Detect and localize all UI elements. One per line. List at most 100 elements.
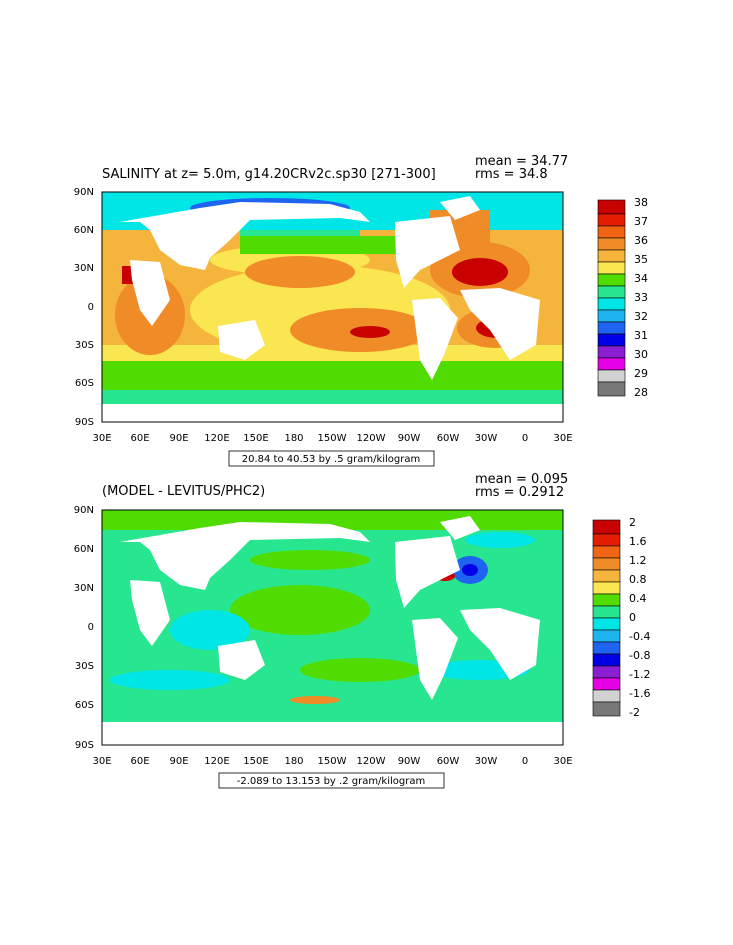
range-text: -2.089 to 13.153 by .2 gram/kilogram (237, 776, 425, 787)
lon-label: 150W (318, 433, 347, 444)
africa-land (130, 580, 170, 646)
eurasia-land (120, 202, 370, 270)
colorbar-swatch (597, 345, 626, 359)
lat-label: 60N (74, 544, 94, 555)
indian-cyan-patch (170, 610, 250, 650)
colorbar-swatch (592, 569, 621, 583)
colorbar-label: 36 (634, 234, 648, 247)
map-frame (101, 191, 564, 423)
colorbar-swatch (592, 665, 621, 679)
lon-label: 30E (92, 433, 111, 444)
colorbar-label: 1.2 (629, 554, 647, 567)
colorbar-swatch (597, 213, 626, 227)
africa-land (130, 260, 170, 326)
lat-label: 90N (74, 187, 94, 198)
africa-east-land (460, 288, 540, 360)
colorbar-swatch (597, 297, 626, 311)
map-frame (101, 509, 564, 746)
lat-label: 0 (88, 622, 94, 633)
panel-title: SALINITY at z= 5.0m, g14.20CRv2c.sp30 [2… (102, 167, 436, 182)
north-atlantic-dark-blue (462, 564, 478, 576)
colorbar-label: -0.4 (629, 630, 650, 643)
pacific-green-patch (230, 585, 370, 635)
colorbar-swatch (592, 641, 621, 655)
colorbar-label: 35 (634, 253, 648, 266)
colorbar-swatch (592, 557, 621, 571)
difference-field (102, 510, 563, 745)
colorbar-swatch (597, 333, 626, 347)
southern-band-34 (102, 360, 563, 390)
north-pacific-green (240, 236, 440, 254)
lon-label: 60W (437, 756, 460, 767)
lon-label: 60W (437, 433, 460, 444)
colorbar-label: 29 (634, 367, 648, 380)
lon-label: 120E (204, 756, 229, 767)
lon-label: 150E (243, 433, 268, 444)
lon-axis-labels: 30E 60E 90E 120E 150E 180 150W 120W 90W … (92, 756, 572, 767)
range-text: 20.84 to 40.53 by .5 gram/kilogram (242, 454, 421, 465)
colorbar-label: 0.8 (629, 573, 647, 586)
lon-label: 90E (169, 433, 188, 444)
eurasia-land (120, 522, 370, 590)
colorbar-swatch (597, 285, 626, 299)
colorbar-label: 28 (634, 386, 648, 399)
colorbar-swatch (592, 617, 621, 631)
colorbar-swatch (597, 225, 626, 239)
lat-label: 90N (74, 505, 94, 516)
colorbar-swatch (597, 261, 626, 275)
south-pacific-max (350, 326, 390, 338)
south-america-land (412, 298, 458, 380)
colorbar-label: -1.2 (629, 668, 650, 681)
lon-label: 30E (553, 756, 572, 767)
colorbar-swatch (592, 605, 621, 619)
colorbar-label: 31 (634, 329, 648, 342)
colorbar-swatch (592, 593, 621, 607)
colorbar-label: 30 (634, 348, 648, 361)
nordic-cyan (465, 532, 535, 548)
antarctica-land (102, 404, 563, 422)
lat-label: 30S (75, 340, 94, 351)
lat-label: 30N (74, 583, 94, 594)
colorbar-swatch (597, 309, 626, 323)
north-pacific-high (245, 256, 355, 288)
south-pacific-green (300, 658, 420, 682)
north-america-land (395, 216, 460, 288)
colorbar-swatch (597, 321, 626, 335)
lat-label: 90S (75, 740, 94, 751)
colorbar-swatch (597, 249, 626, 263)
lon-label: 30E (553, 433, 572, 444)
lat-axis-labels: 90N 60N 30N 0 30S 60S 90S (74, 187, 94, 428)
salinity-map-panel: SALINITY at z= 5.0m, g14.20CRv2c.sp30 [2… (0, 150, 733, 475)
colorbar-swatch (597, 369, 626, 383)
lat-label: 60S (75, 378, 94, 389)
colorbar-label: 32 (634, 310, 648, 323)
lat-axis-labels: 90N 60N 30N 0 30S 60S 90S (74, 505, 94, 751)
colorbar-swatch (597, 273, 626, 287)
lon-label: 180 (284, 433, 303, 444)
range-box (228, 450, 435, 467)
lon-label: 90W (398, 433, 421, 444)
colorbar-label: -1.6 (629, 687, 650, 700)
australia-land (218, 320, 265, 360)
lon-label: 120W (357, 433, 386, 444)
colorbar-swatch (597, 237, 626, 251)
lat-label: 60S (75, 700, 94, 711)
north-atlantic-max (452, 258, 508, 286)
lon-label: 90W (398, 756, 421, 767)
salinity-field (102, 192, 563, 422)
colorbar-label: -0.8 (629, 649, 650, 662)
lon-label: 150E (243, 756, 268, 767)
colorbar-swatch (597, 199, 626, 215)
colorbar-label: 0 (629, 611, 636, 624)
colorbar-label: 38 (634, 196, 648, 209)
greenland-land (440, 516, 480, 540)
colorbar-swatch (592, 545, 621, 559)
southern-cyan-band (110, 670, 230, 690)
lon-label: 180 (284, 756, 303, 767)
lon-label: 120W (357, 756, 386, 767)
south-america-land (412, 618, 458, 700)
difference-map-svg: (MODEL - LEVITUS/PHC2) mean = 0.095 rms … (74, 472, 650, 789)
lon-label: 150W (318, 756, 347, 767)
lon-label: 30W (475, 756, 498, 767)
colorbar-label: 0.4 (629, 592, 647, 605)
